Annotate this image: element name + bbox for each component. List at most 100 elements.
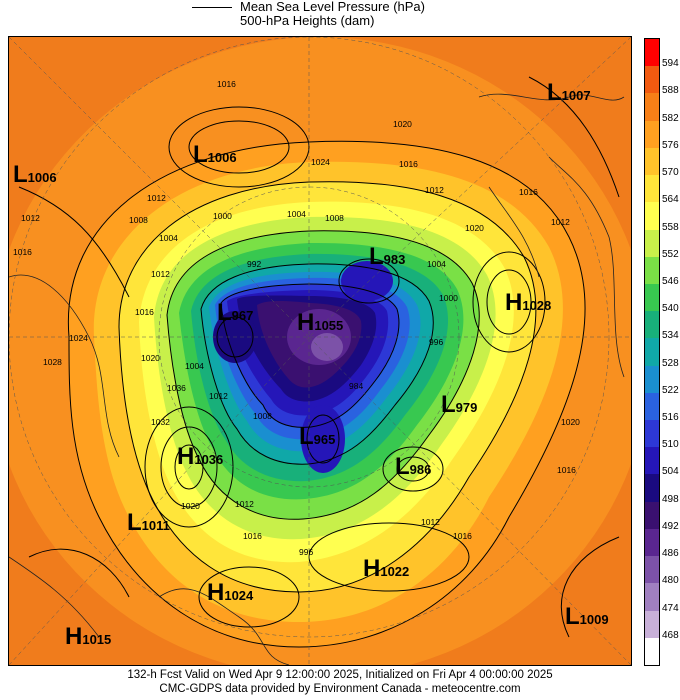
colorbar-swatch xyxy=(645,610,659,639)
colorbar-swatch xyxy=(645,39,659,67)
low-center-label: L1011 xyxy=(127,509,170,536)
isobar-label: 1004 xyxy=(427,259,446,269)
isobar-label: 1016 xyxy=(399,159,418,169)
colorbar-swatch xyxy=(645,365,659,394)
legend-line-swatch xyxy=(192,7,232,8)
colorbar-tick-label: 594 xyxy=(662,58,679,70)
colorbar-tick-label: 498 xyxy=(662,493,679,505)
colorbar-tick-label: 576 xyxy=(662,139,679,151)
colorbar-swatch xyxy=(645,392,659,421)
isobar-label: 1012 xyxy=(21,213,40,223)
colorbar-tick-label: 534 xyxy=(662,330,679,342)
colorbar-swatch xyxy=(645,202,659,230)
colorbar-swatch xyxy=(645,338,659,367)
colorbar-swatch xyxy=(645,256,659,285)
colorbar-swatch xyxy=(645,311,659,339)
isobar-label: 1016 xyxy=(217,79,236,89)
colorbar-swatch xyxy=(645,175,659,203)
colorbar-tick-label: 474 xyxy=(662,602,679,614)
colorbar-swatch xyxy=(645,501,659,530)
forecast-valid-text: 132-h Fcst Valid on Wed Apr 9 12:00:00 2… xyxy=(127,669,553,681)
colorbar-swatch xyxy=(645,120,659,149)
map-panel: L1007 L1006 L1006 L983 L967 H1055 H1028 … xyxy=(8,36,632,666)
isobar-label: 1020 xyxy=(141,353,160,363)
colorbar-swatch xyxy=(645,583,659,612)
low-center-label: L1009 xyxy=(565,603,609,630)
colorbar-swatch xyxy=(645,229,659,258)
colorbar-swatch xyxy=(645,556,659,584)
colorbar-tick-label: 522 xyxy=(662,384,679,396)
isobar-label: 992 xyxy=(247,259,262,269)
colorbar-tick-label: 564 xyxy=(662,194,679,206)
height-field-map xyxy=(9,37,631,665)
high-center-label: H1028 xyxy=(505,289,552,316)
colorbar-tick-label: 540 xyxy=(662,303,679,315)
isobar-label: 1000 xyxy=(439,293,458,303)
data-credit-text: CMC-GDPS data provided by Environment Ca… xyxy=(159,683,521,695)
colorbar-tick-label: 546 xyxy=(662,275,679,287)
high-center-label: H1036 xyxy=(177,443,224,470)
legend-header: Mean Sea Level Pressure (hPa) 500-hPa He… xyxy=(0,0,680,36)
low-center-label: L983 xyxy=(369,243,406,270)
isobar-label: 1028 xyxy=(43,357,62,367)
legend-heights-label: 500-hPa Heights (dam) xyxy=(240,13,375,28)
legend-mslp-label: Mean Sea Level Pressure (hPa) xyxy=(240,0,425,14)
colorbar-tick-label: 486 xyxy=(662,548,679,560)
isobar-label: 1032 xyxy=(151,417,170,427)
isobar-label: 1016 xyxy=(557,465,576,475)
colorbar-swatch xyxy=(645,283,659,312)
isobar-label: 1012 xyxy=(425,185,444,195)
isobar-label: 1004 xyxy=(185,361,204,371)
colorbar-swatch xyxy=(645,147,659,176)
colorbar-swatch xyxy=(645,66,659,94)
low-center-label: L1007 xyxy=(547,79,591,106)
isobar-label: 1016 xyxy=(243,531,262,541)
isobar-label: 1008 xyxy=(129,215,148,225)
colorbar-tick-label: 468 xyxy=(662,629,679,641)
colorbar-swatch xyxy=(645,93,659,122)
colorbar-tick-label: 504 xyxy=(662,466,679,478)
isobar-label: 1004 xyxy=(287,209,306,219)
low-center-label: L986 xyxy=(395,453,432,480)
high-center-label: H1024 xyxy=(207,579,254,606)
footer: 132-h Fcst Valid on Wed Apr 9 12:00:00 2… xyxy=(0,668,680,696)
isobar-label: 1036 xyxy=(167,383,186,393)
isobar-label: 1012 xyxy=(147,193,166,203)
isobar-label: 1020 xyxy=(561,417,580,427)
low-center-label: L965 xyxy=(299,423,336,450)
isobar-label: 1008 xyxy=(253,411,272,421)
isobar-label: 996 xyxy=(299,547,314,557)
colorbar-tick-label: 570 xyxy=(662,167,679,179)
isobar-label: 1024 xyxy=(311,157,330,167)
low-center-label: L967 xyxy=(217,299,254,326)
isobar-label: 1008 xyxy=(325,213,344,223)
colorbar-tick-label: 552 xyxy=(662,248,679,260)
colorbar-swatch xyxy=(645,528,659,557)
isobar-label: 1016 xyxy=(453,531,472,541)
colorbar-tick-label: 516 xyxy=(662,412,679,424)
colorbar-tick-label: 558 xyxy=(662,221,679,233)
high-center-label: H1022 xyxy=(363,555,410,582)
isobar-label: 1020 xyxy=(181,501,200,511)
low-center-label: L1006 xyxy=(13,161,57,188)
isobar-label: 1024 xyxy=(69,333,88,343)
isobar-label: 1004 xyxy=(159,233,178,243)
isobar-label: 1012 xyxy=(421,517,440,527)
isobar-label: 1016 xyxy=(519,187,538,197)
colorbar-swatch xyxy=(645,474,659,503)
height-colorbar xyxy=(644,38,660,666)
isobar-label: 1012 xyxy=(235,499,254,509)
colorbar-tick-label: 582 xyxy=(662,112,679,124)
isobar-label: 1012 xyxy=(151,269,170,279)
isobar-label: 1020 xyxy=(465,223,484,233)
colorbar-tick-label: 588 xyxy=(662,85,679,97)
colorbar-swatch xyxy=(645,637,659,666)
colorbar-tick-label: 510 xyxy=(662,439,679,451)
colorbar-tick-label: 528 xyxy=(662,357,679,369)
colorbar-tick-label: 492 xyxy=(662,520,679,532)
low-center-label: L1006 xyxy=(193,141,237,168)
colorbar-swatch xyxy=(645,420,659,448)
isobar-label: 984 xyxy=(349,381,364,391)
isobar-label: 1012 xyxy=(551,217,570,227)
isobar-label: 1016 xyxy=(13,247,32,257)
